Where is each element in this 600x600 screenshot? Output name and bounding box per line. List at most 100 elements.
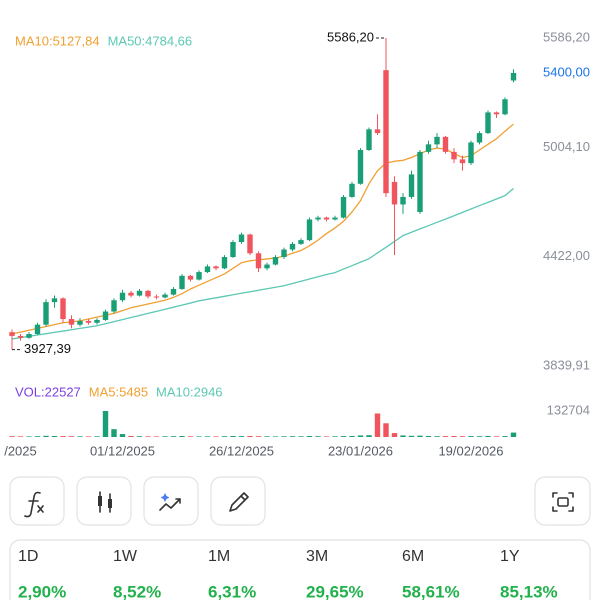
candle-body xyxy=(60,298,66,320)
volume-bar xyxy=(51,436,58,437)
high-label: 5586,20 xyxy=(327,29,374,44)
candle xyxy=(459,155,466,171)
moving-average-line xyxy=(11,187,514,340)
candle xyxy=(128,290,134,298)
candle-body xyxy=(264,264,270,269)
table-box xyxy=(9,539,591,600)
candle-body xyxy=(374,129,381,134)
volume-bar xyxy=(510,432,517,437)
volume-bar xyxy=(323,436,330,438)
screenshot-button[interactable] xyxy=(534,476,591,526)
volume-bar xyxy=(128,436,134,437)
volume-bar xyxy=(162,436,168,437)
candle xyxy=(298,238,304,245)
volume-bar xyxy=(179,436,185,437)
volume-bar xyxy=(349,436,355,437)
candle-body xyxy=(187,275,194,280)
y-tick-label: 4422,00 xyxy=(543,248,590,263)
candle-body xyxy=(493,112,500,115)
candle-body xyxy=(102,311,109,320)
candle-body xyxy=(213,266,219,269)
candle xyxy=(468,140,474,166)
candle-body xyxy=(204,266,211,273)
candle xyxy=(26,332,32,339)
candle xyxy=(476,131,483,145)
candle-body xyxy=(111,300,117,312)
volume-bar xyxy=(221,436,228,437)
volume-bar xyxy=(238,436,245,437)
candle xyxy=(391,176,398,256)
volume-bar xyxy=(281,436,287,437)
candle xyxy=(408,170,415,199)
candle-body xyxy=(434,136,440,145)
volume-bar xyxy=(493,436,500,437)
volume-bar xyxy=(298,436,304,437)
volume-bar xyxy=(102,411,109,437)
volume-bar xyxy=(196,436,202,438)
candle xyxy=(204,264,211,274)
period-change: 85,13% xyxy=(500,582,558,600)
candle-body xyxy=(85,320,92,323)
period-change: 8,52% xyxy=(113,582,161,600)
candle xyxy=(502,97,508,116)
draw-button[interactable] xyxy=(210,476,266,526)
volume-bar xyxy=(213,436,219,438)
candle xyxy=(383,38,389,197)
candle xyxy=(272,255,279,266)
candle-body xyxy=(391,181,398,205)
period-change: 2,90% xyxy=(18,582,66,600)
formula-button[interactable] xyxy=(9,476,65,526)
candle-body xyxy=(17,335,24,338)
volume-bar xyxy=(289,436,296,437)
candle-body xyxy=(221,257,228,269)
volume-bar xyxy=(9,436,15,437)
candle-body xyxy=(400,196,406,205)
candle xyxy=(153,294,160,300)
period-label: 3M xyxy=(306,548,328,565)
candle xyxy=(323,216,330,222)
candle-body xyxy=(153,296,160,298)
volume-bar xyxy=(340,436,347,437)
candle-body xyxy=(349,183,355,197)
candle-body xyxy=(77,320,83,325)
volume-bar xyxy=(17,436,24,437)
candle xyxy=(289,242,296,252)
candle-body xyxy=(68,319,75,325)
volume-bar xyxy=(306,436,313,437)
candle xyxy=(357,148,364,185)
volume-bar xyxy=(60,436,66,437)
x-tick-label: 23/01/2026 xyxy=(328,443,393,458)
candle xyxy=(238,232,245,244)
y-tick-label: 5004,10 xyxy=(543,139,590,154)
candle xyxy=(17,334,24,341)
candle-body xyxy=(476,133,483,143)
candle xyxy=(332,215,338,221)
volume-bar xyxy=(366,435,372,437)
candle-body xyxy=(459,159,466,164)
candle-body xyxy=(315,217,321,220)
candle-body xyxy=(119,292,126,301)
volume-bar xyxy=(502,436,508,437)
candle xyxy=(264,262,270,271)
candle-body xyxy=(136,290,143,296)
period-label: 6M xyxy=(402,548,424,565)
candle-body xyxy=(162,294,168,298)
candle xyxy=(145,289,151,299)
candle-type-button[interactable] xyxy=(76,476,132,526)
volume-bar xyxy=(85,436,92,438)
candle xyxy=(340,195,347,219)
candle-body xyxy=(289,243,296,250)
candle xyxy=(102,309,109,321)
candle-body xyxy=(51,298,58,303)
volume-bar xyxy=(230,436,236,437)
volume-bar xyxy=(417,435,423,437)
candle-body xyxy=(43,302,49,325)
volume-bar xyxy=(459,436,466,437)
last-price-label: 5400,00 xyxy=(543,64,590,79)
candle-body xyxy=(332,217,338,220)
candle-body xyxy=(323,217,330,220)
indicator-button[interactable] xyxy=(143,476,199,526)
volume-bar xyxy=(145,436,151,437)
candle-body xyxy=(340,196,347,218)
candle-body xyxy=(34,324,41,335)
